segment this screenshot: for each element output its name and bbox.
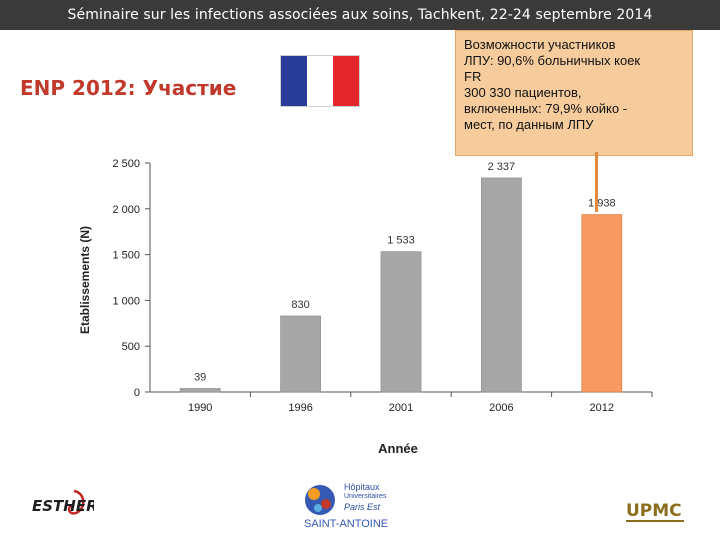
y-tick-label: 2 000: [112, 204, 140, 216]
esther-logo-text: ESTHER: [32, 497, 94, 515]
callout-line: ЛПУ: 90,6% больничных коек: [464, 53, 641, 68]
slide-title: ENP 2012: Участие: [20, 76, 237, 100]
bar: [179, 388, 221, 393]
bar-value-label: 2 337: [488, 161, 516, 173]
y-tick-label: 500: [122, 341, 140, 353]
x-tick-label: 2006: [489, 402, 513, 414]
aphp-emblem-icon: [305, 485, 335, 515]
aphp-logo: Hôpitaux Universitaires Paris Est SAINT-…: [300, 480, 420, 536]
flag-stripe-white: [307, 56, 333, 106]
callout-line: включенных: 79,9% койко -: [464, 101, 628, 116]
callout-line: Возможности участников: [464, 37, 616, 52]
x-axis-label: Année: [378, 441, 418, 456]
y-tick-label: 2 500: [112, 158, 140, 170]
upmc-logo-text: UPMC: [626, 501, 682, 521]
callout-connector: [595, 152, 598, 212]
y-tick-label: 1 000: [112, 295, 140, 307]
x-tick-label: 1990: [188, 402, 212, 414]
bar-value-label: 1 938: [588, 197, 616, 209]
bar-value-label: 1 533: [387, 235, 415, 247]
aphp-name: SAINT-ANTOINE: [304, 518, 389, 530]
callout-line: 300 330 пациентов,: [464, 85, 582, 100]
x-tick-label: 1996: [288, 402, 312, 414]
y-tick-label: 0: [134, 387, 140, 399]
aphp-line: Hôpitaux: [344, 482, 380, 492]
aphp-line: Universitaires: [344, 493, 387, 500]
bar-value-label: 830: [291, 299, 309, 311]
slide-header: Séminaire sur les infections associées a…: [0, 0, 720, 30]
callout-line: мест, по данным ЛПУ: [464, 117, 594, 132]
france-flag: [280, 55, 360, 107]
callout-line: FR: [464, 69, 482, 84]
bar: [380, 251, 422, 393]
aphp-line: Paris Est: [344, 502, 381, 512]
flag-stripe-blue: [281, 56, 307, 106]
flag-stripe-red: [333, 56, 359, 106]
x-tick-label: 2012: [590, 402, 614, 414]
callout-box: Возможности участников ЛПУ: 90,6% больни…: [455, 30, 693, 156]
upmc-logo: UPMC: [626, 501, 684, 522]
bar: [280, 315, 321, 393]
bar-value-label: 39: [194, 371, 206, 383]
y-tick-label: 1 500: [112, 250, 140, 262]
esther-logo: ESTHER: [32, 489, 94, 515]
bar: [481, 177, 522, 393]
bar: [581, 214, 623, 393]
x-tick-label: 2001: [389, 402, 413, 414]
y-axis-label: Etablissements (N): [78, 226, 92, 334]
